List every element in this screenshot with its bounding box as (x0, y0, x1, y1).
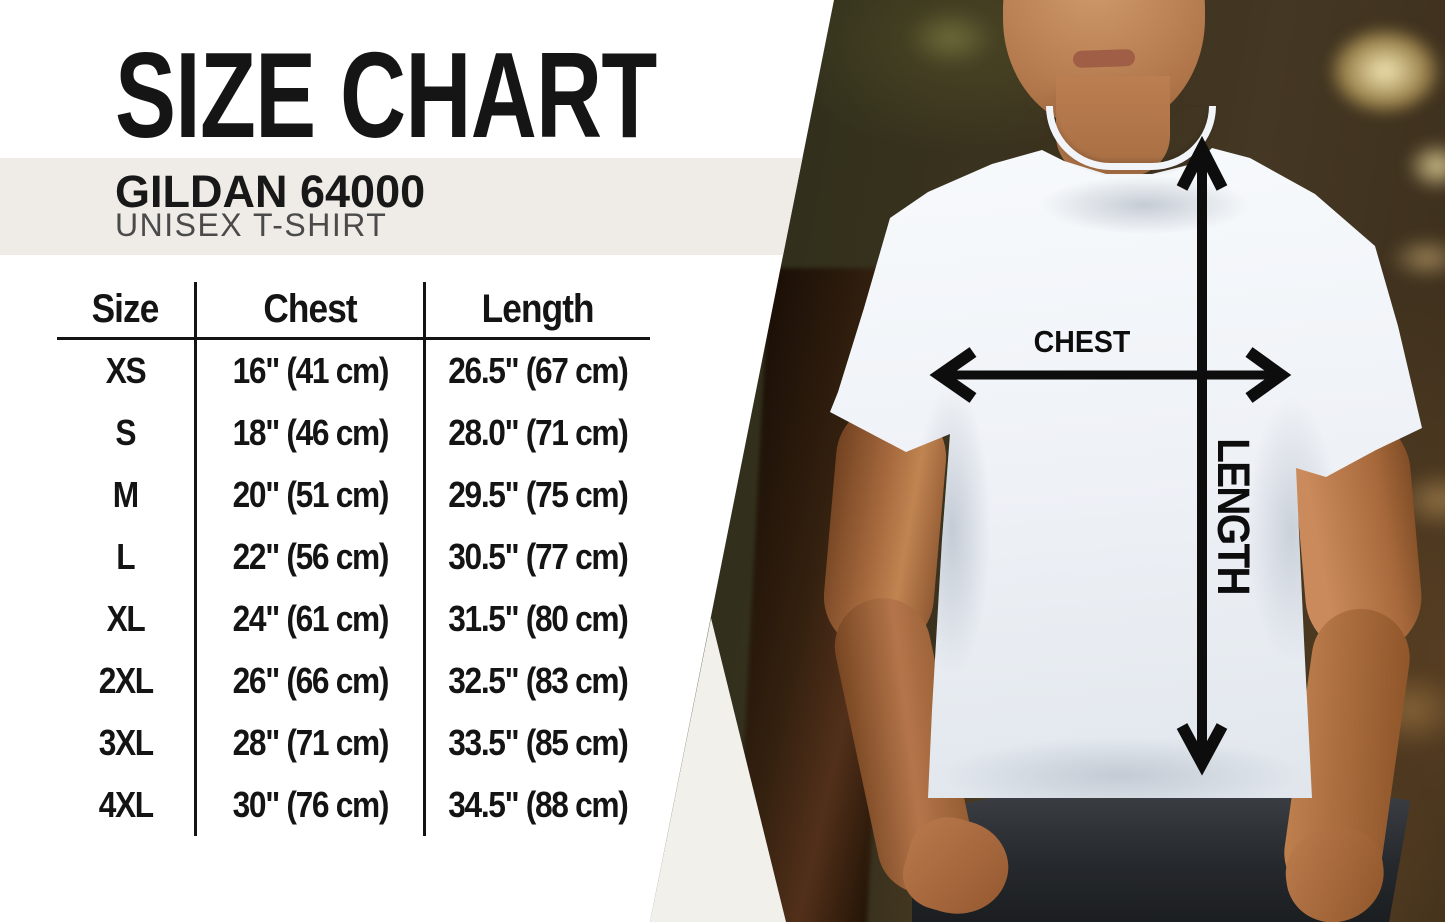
cell-chest: 24" (61 cm) (194, 588, 423, 650)
cell-size: 2XL (57, 650, 194, 712)
table-row: M 20" (51 cm) 29.5" (75 cm) (57, 464, 650, 526)
header-cell-length: Length (423, 282, 650, 337)
header-label: Length (481, 287, 595, 331)
table-row: L 22" (56 cm) 30.5" (77 cm) (57, 526, 650, 588)
bokeh-light (905, 8, 995, 68)
size-value: 4XL (98, 784, 153, 825)
chest-value: 16" (41 cm) (232, 350, 389, 391)
chest-value: 26" (66 cm) (232, 660, 389, 701)
chest-value: 28" (71 cm) (232, 722, 389, 763)
size-table: Size Chest Length XS 16" (41 cm) 26.5" (… (57, 282, 650, 836)
header-cell-size: Size (57, 282, 194, 337)
table-row: S 18" (46 cm) 28.0" (71 cm) (57, 402, 650, 464)
chest-arrowhead-left-icon (929, 347, 977, 403)
size-value: M (112, 474, 139, 515)
cell-chest: 26" (66 cm) (194, 650, 423, 712)
chest-value: 30" (76 cm) (232, 784, 389, 825)
length-value: 26.5" (67 cm) (448, 350, 629, 391)
cell-length: 31.5" (80 cm) (423, 588, 650, 650)
table-header-row: Size Chest Length (57, 282, 650, 340)
length-value: 32.5" (83 cm) (448, 660, 629, 701)
size-value: 3XL (98, 722, 153, 763)
header-label: Chest (263, 287, 357, 331)
length-arrowhead-top-icon (1176, 135, 1228, 191)
table-row: 4XL 30" (76 cm) 34.5" (88 cm) (57, 774, 650, 836)
header-label: Size (92, 287, 160, 331)
cell-size: XS (57, 340, 194, 402)
length-measure-label: LENGTH (1208, 438, 1259, 594)
table-row: 3XL 28" (71 cm) 33.5" (85 cm) (57, 712, 650, 774)
size-value: XS (105, 350, 147, 391)
cell-size: S (57, 402, 194, 464)
page-title: SIZE CHART (115, 27, 657, 163)
header-cell-chest: Chest (194, 282, 423, 337)
chest-arrowhead-right-icon (1245, 347, 1292, 403)
size-value: XL (106, 598, 146, 639)
cell-length: 30.5" (77 cm) (423, 526, 650, 588)
length-value: 31.5" (80 cm) (448, 598, 629, 639)
length-arrowhead-bottom-icon (1176, 723, 1228, 776)
product-name: GILDAN 64000 (115, 166, 426, 217)
cell-size: M (57, 464, 194, 526)
cell-length: 26.5" (67 cm) (423, 340, 650, 402)
cell-length: 29.5" (75 cm) (423, 464, 650, 526)
length-value: 29.5" (75 cm) (448, 474, 629, 515)
length-value: 34.5" (88 cm) (448, 784, 629, 825)
bokeh-light (1330, 28, 1440, 114)
cell-size: L (57, 526, 194, 588)
table-row: XL 24" (61 cm) 31.5" (80 cm) (57, 588, 650, 650)
cell-chest: 30" (76 cm) (194, 774, 423, 836)
cell-length: 32.5" (83 cm) (423, 650, 650, 712)
cell-chest: 18" (46 cm) (194, 402, 423, 464)
cell-length: 28.0" (71 cm) (423, 402, 650, 464)
size-value: L (116, 536, 135, 577)
chest-value: 20" (51 cm) (232, 474, 389, 515)
cell-size: 3XL (57, 712, 194, 774)
length-value: 28.0" (71 cm) (448, 412, 629, 453)
chest-measure-label: CHEST (1033, 324, 1131, 359)
cell-chest: 20" (51 cm) (194, 464, 423, 526)
bokeh-light (1388, 235, 1445, 281)
chest-value: 24" (61 cm) (232, 598, 389, 639)
cell-size: 4XL (57, 774, 194, 836)
table-row: XS 16" (41 cm) 26.5" (67 cm) (57, 340, 650, 402)
cell-length: 33.5" (85 cm) (423, 712, 650, 774)
cell-size: XL (57, 588, 194, 650)
product-subtitle: UNISEX T-SHIRT (115, 207, 388, 243)
cell-chest: 28" (71 cm) (194, 712, 423, 774)
product-band (0, 158, 834, 255)
length-value: 30.5" (77 cm) (448, 536, 629, 577)
table-row: 2XL 26" (66 cm) 32.5" (83 cm) (57, 650, 650, 712)
size-value: 2XL (98, 660, 153, 701)
cell-length: 34.5" (88 cm) (423, 774, 650, 836)
chest-value: 22" (56 cm) (232, 536, 389, 577)
cell-chest: 16" (41 cm) (194, 340, 423, 402)
cell-chest: 22" (56 cm) (194, 526, 423, 588)
length-value: 33.5" (85 cm) (448, 722, 629, 763)
size-value: S (115, 412, 137, 453)
chest-value: 18" (46 cm) (232, 412, 389, 453)
